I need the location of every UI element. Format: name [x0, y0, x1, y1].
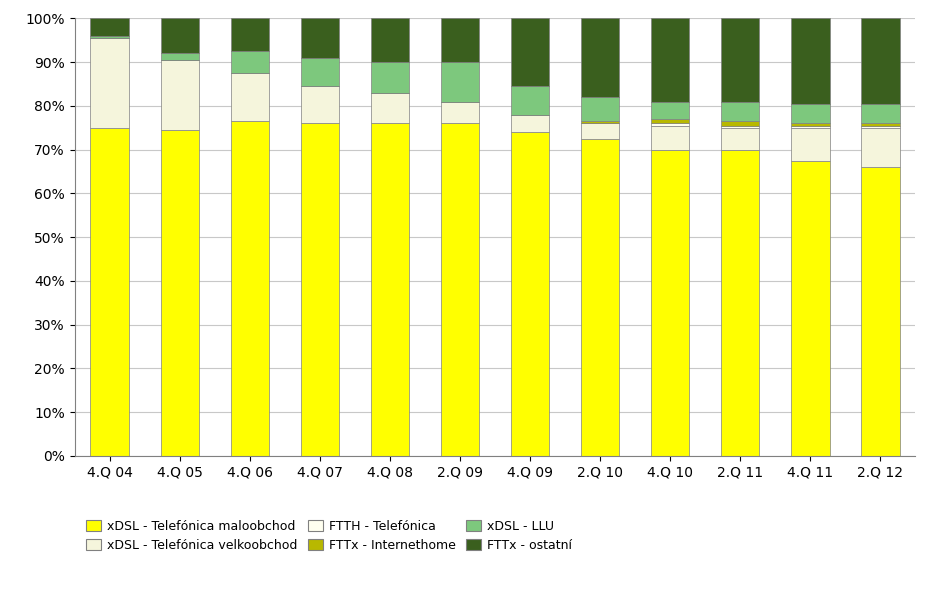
- Bar: [511, 132, 549, 456]
- Bar: [371, 18, 409, 62]
- Bar: [161, 18, 199, 54]
- Bar: [721, 102, 759, 121]
- Bar: [791, 123, 829, 126]
- Bar: [91, 128, 129, 456]
- Bar: [371, 123, 409, 456]
- Legend: xDSL - Telefónica maloobchod, xDSL - Telefónica velkoobchod, FTTH - Telefónica, : xDSL - Telefónica maloobchod, xDSL - Tel…: [81, 514, 577, 557]
- Bar: [231, 18, 269, 51]
- Bar: [231, 73, 269, 121]
- Bar: [581, 18, 619, 97]
- Bar: [91, 18, 129, 36]
- Bar: [511, 115, 549, 132]
- Bar: [511, 18, 549, 86]
- Bar: [861, 167, 899, 456]
- Bar: [721, 150, 759, 456]
- Bar: [231, 121, 269, 456]
- Bar: [161, 130, 199, 456]
- Bar: [91, 36, 129, 38]
- Bar: [651, 123, 689, 126]
- Bar: [441, 102, 479, 123]
- Bar: [791, 161, 829, 456]
- Bar: [861, 123, 899, 126]
- Bar: [791, 18, 829, 103]
- Bar: [301, 123, 339, 456]
- Bar: [581, 121, 619, 123]
- Bar: [511, 86, 549, 115]
- Bar: [161, 60, 199, 130]
- Bar: [441, 123, 479, 456]
- Bar: [581, 97, 619, 121]
- Bar: [91, 38, 129, 128]
- Bar: [861, 103, 899, 123]
- Bar: [651, 126, 689, 150]
- Bar: [721, 126, 759, 128]
- Bar: [441, 62, 479, 102]
- Bar: [721, 128, 759, 150]
- Bar: [861, 128, 899, 167]
- Bar: [791, 126, 829, 128]
- Bar: [721, 121, 759, 126]
- Bar: [301, 58, 339, 86]
- Bar: [371, 62, 409, 93]
- Bar: [651, 150, 689, 456]
- Bar: [301, 18, 339, 58]
- Bar: [861, 18, 899, 103]
- Bar: [651, 102, 689, 119]
- Bar: [441, 18, 479, 62]
- Bar: [161, 54, 199, 60]
- Bar: [651, 18, 689, 102]
- Bar: [301, 86, 339, 123]
- Bar: [721, 18, 759, 102]
- Bar: [791, 128, 829, 161]
- Bar: [581, 139, 619, 456]
- Bar: [581, 123, 619, 139]
- Bar: [371, 93, 409, 123]
- Bar: [861, 126, 899, 128]
- Bar: [791, 103, 829, 123]
- Bar: [651, 119, 689, 123]
- Bar: [231, 51, 269, 73]
